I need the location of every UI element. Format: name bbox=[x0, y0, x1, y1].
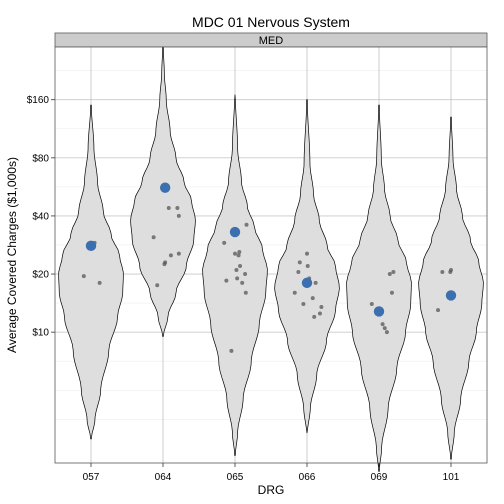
point-064 bbox=[168, 253, 173, 258]
point-064 bbox=[151, 235, 156, 240]
x-tick-label: 101 bbox=[443, 472, 460, 483]
y-tick-label: $10 bbox=[32, 328, 49, 339]
x-axis: 057 064 065 066 069 101 bbox=[83, 463, 460, 483]
point-066 bbox=[310, 296, 315, 301]
point-064 bbox=[176, 251, 181, 256]
point-101 bbox=[449, 267, 453, 272]
point-065 bbox=[244, 222, 249, 227]
y-tick-label: $40 bbox=[32, 211, 49, 222]
point-064 bbox=[166, 205, 171, 210]
violin-101 bbox=[418, 116, 484, 460]
x-tick-label: 066 bbox=[299, 472, 316, 483]
point-066 bbox=[319, 304, 324, 309]
mean-marker-057 bbox=[85, 240, 97, 252]
mean-markers bbox=[85, 182, 457, 317]
point-065 bbox=[238, 264, 243, 269]
point-065 bbox=[237, 250, 242, 255]
point-064 bbox=[176, 213, 181, 218]
point-066 bbox=[312, 314, 317, 319]
mean-marker-065 bbox=[229, 226, 241, 238]
violin-057 bbox=[58, 104, 124, 440]
chart-title: MDC 01 Nervous System bbox=[192, 14, 350, 30]
facet-strip-label: MED bbox=[259, 35, 284, 47]
point-065 bbox=[235, 276, 240, 281]
point-065 bbox=[229, 348, 234, 353]
violin-069 bbox=[346, 104, 412, 472]
point-069 bbox=[384, 330, 389, 335]
mean-marker-066 bbox=[301, 277, 313, 289]
y-tick-label: $20 bbox=[32, 270, 49, 281]
point-069 bbox=[389, 290, 394, 295]
point-065 bbox=[243, 290, 248, 295]
point-065 bbox=[224, 278, 229, 283]
point-066 bbox=[313, 280, 318, 285]
point-064 bbox=[155, 283, 160, 288]
point-057 bbox=[97, 280, 102, 285]
point-064 bbox=[175, 205, 180, 210]
panel-border bbox=[54, 46, 488, 464]
point-069 bbox=[382, 326, 387, 331]
point-069 bbox=[391, 269, 396, 274]
mean-marker-069 bbox=[373, 306, 385, 317]
point-069 bbox=[387, 272, 392, 277]
violin-065 bbox=[202, 94, 268, 456]
point-066 bbox=[292, 290, 297, 295]
point-065 bbox=[234, 267, 239, 272]
point-057 bbox=[81, 274, 86, 279]
y-axis-title: Average Covered Charges ($1,000s) bbox=[5, 157, 19, 353]
point-065 bbox=[243, 272, 248, 277]
x-axis-title: DRG bbox=[258, 483, 285, 497]
observation-points bbox=[81, 205, 453, 353]
y-tick-label: $80 bbox=[32, 153, 49, 164]
point-065 bbox=[236, 253, 241, 258]
plot-panel bbox=[55, 47, 487, 463]
point-101 bbox=[440, 269, 445, 274]
point-065 bbox=[240, 280, 245, 285]
y-tick-label: $160 bbox=[27, 95, 50, 106]
x-tick-label: 069 bbox=[371, 472, 388, 483]
mean-marker-064 bbox=[159, 182, 171, 193]
point-066 bbox=[301, 301, 306, 306]
point-066 bbox=[296, 269, 301, 274]
point-066 bbox=[317, 311, 322, 316]
point-065 bbox=[222, 240, 227, 245]
mean-marker-101 bbox=[445, 290, 457, 301]
point-066 bbox=[305, 264, 310, 269]
point-101 bbox=[436, 308, 441, 313]
point-069 bbox=[369, 301, 374, 306]
x-tick-label: 064 bbox=[155, 472, 172, 483]
x-tick-label: 065 bbox=[227, 472, 244, 483]
y-axis: $10 $20 $40 $80 $160 bbox=[27, 95, 55, 339]
point-069 bbox=[380, 322, 385, 327]
point-066 bbox=[297, 260, 302, 265]
point-065 bbox=[233, 251, 237, 256]
point-064 bbox=[163, 260, 168, 265]
point-066 bbox=[305, 251, 309, 256]
x-tick-label: 057 bbox=[83, 472, 100, 483]
